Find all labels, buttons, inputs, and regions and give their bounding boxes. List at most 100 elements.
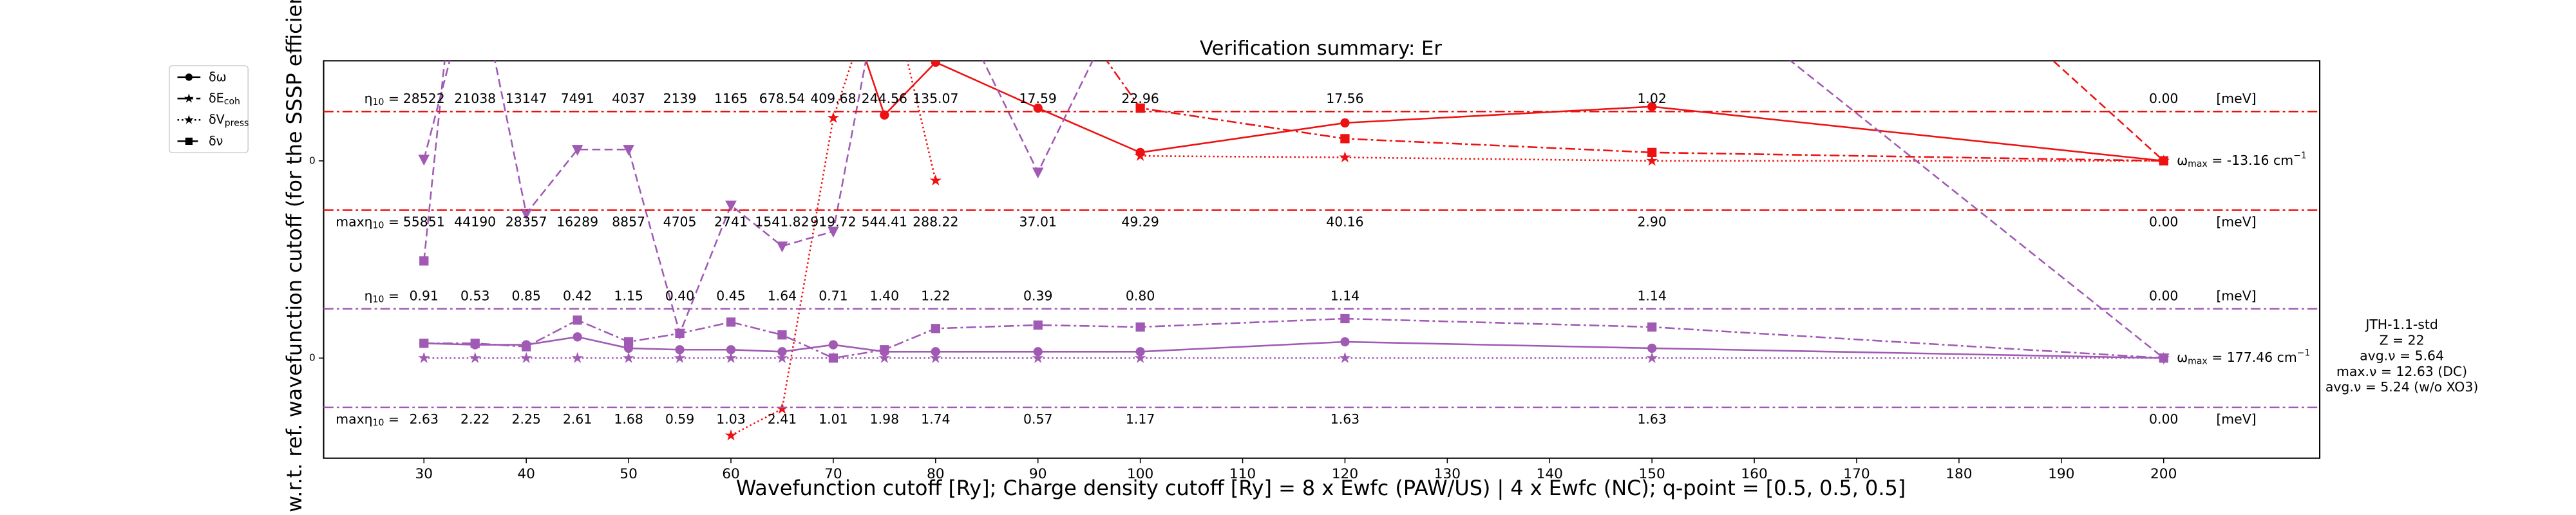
row-value: 0.00 xyxy=(2149,411,2178,427)
omega-sup: −1 xyxy=(2293,151,2307,161)
row-value: 1.40 xyxy=(870,288,899,304)
marker xyxy=(878,351,891,364)
marker xyxy=(931,324,940,333)
series-line xyxy=(1106,61,2164,162)
legend-name: δω xyxy=(209,69,227,84)
row-label-symbol: η xyxy=(365,91,373,106)
row-value: 7491 xyxy=(561,91,594,106)
marker xyxy=(419,256,429,266)
marker xyxy=(623,145,634,156)
row-value: 17.56 xyxy=(1326,91,1363,106)
x-tick-label: 160 xyxy=(1741,466,1767,482)
marker xyxy=(573,332,582,342)
row-value: 0.45 xyxy=(716,288,745,304)
marker xyxy=(623,337,634,347)
row-label-eq: = xyxy=(384,288,399,304)
marker xyxy=(571,145,583,156)
series-line xyxy=(423,61,2164,359)
y-tick-label: 0 xyxy=(309,352,316,364)
marker xyxy=(1134,149,1146,162)
legend-name: δV xyxy=(209,112,225,127)
x-tick-label: 40 xyxy=(517,466,535,482)
marker xyxy=(776,241,788,253)
row-value: 0.42 xyxy=(563,288,592,304)
marker xyxy=(185,73,193,81)
marker xyxy=(1032,351,1044,364)
row-value: 1.14 xyxy=(1331,288,1359,304)
x-tick-label: 90 xyxy=(1029,466,1047,482)
marker xyxy=(470,339,480,348)
marker xyxy=(622,351,635,364)
marker xyxy=(1647,343,1657,353)
series-line xyxy=(424,317,2164,359)
marker xyxy=(1645,351,1658,364)
row-value: 28357 xyxy=(506,214,547,230)
marker xyxy=(184,93,194,103)
row-label-eq: = xyxy=(384,91,399,106)
row-value: 13147 xyxy=(506,91,547,106)
marker xyxy=(1033,320,1043,330)
marker xyxy=(777,330,787,340)
row-value: 17.59 xyxy=(1019,91,1057,106)
marker xyxy=(1135,322,1145,332)
row-value: 1.17 xyxy=(1126,411,1155,427)
omega-sup: −1 xyxy=(2297,348,2311,359)
x-tick-label: 130 xyxy=(1434,466,1461,482)
x-tick-label: 180 xyxy=(1946,466,1972,482)
row-value: 0.57 xyxy=(1023,411,1052,427)
marker xyxy=(880,110,889,120)
row-value: 2.63 xyxy=(410,411,439,427)
series-line xyxy=(730,61,2164,436)
omega-sub: max xyxy=(2188,159,2208,169)
x-axis-label: Wavefunction cutoff [Ry]; Charge density… xyxy=(736,476,1906,500)
omega-sub: max xyxy=(2188,356,2208,366)
row-label: maxη10 = xyxy=(336,214,399,231)
chart-title: Verification summary: Er xyxy=(1200,37,1442,60)
row-value: 1.03 xyxy=(716,411,745,427)
x-tick-label: 50 xyxy=(620,466,638,482)
row-value: 244.56 xyxy=(862,91,907,106)
info-line: avg.ν = 5.64 xyxy=(2360,348,2444,364)
row-value: 1.01 xyxy=(819,411,848,427)
info-line: JTH-1.1-std xyxy=(2364,317,2438,332)
legend-sub: press xyxy=(225,118,249,128)
row-label-eq: = xyxy=(384,214,399,230)
marker xyxy=(776,351,788,364)
row-label: η10 = xyxy=(365,91,399,108)
info-line: Z = 22 xyxy=(2380,332,2425,348)
marker xyxy=(827,111,840,124)
row-value: 0.91 xyxy=(410,288,439,304)
marker xyxy=(931,61,940,67)
x-tick-label: 150 xyxy=(1638,466,1665,482)
marker xyxy=(1647,322,1657,332)
row-value: 2741 xyxy=(714,214,748,230)
marker xyxy=(418,351,430,364)
marker xyxy=(571,351,583,364)
row-label-symbol: maxη xyxy=(336,214,372,230)
x-tick-label: 70 xyxy=(824,466,842,482)
marker xyxy=(419,339,429,348)
y-axis-label: w.r.t. ref. wavefunction cutoff (for the… xyxy=(282,0,307,512)
row-value: 1.14 xyxy=(1637,288,1666,304)
series-line xyxy=(2052,61,2164,162)
row-value: 0.40 xyxy=(665,288,694,304)
omega-text: = 177.46 cm xyxy=(2208,350,2297,365)
marker xyxy=(1340,337,1350,347)
row-value: 1.98 xyxy=(870,411,899,427)
row-value: 4705 xyxy=(663,214,697,230)
legend-label: δVpress xyxy=(209,112,249,129)
row-value: 55851 xyxy=(403,214,445,230)
omega-label: ωmax = 177.46 cm−1 xyxy=(2177,348,2310,367)
row-unit: [meV] xyxy=(2216,288,2256,304)
x-tick-label: 80 xyxy=(927,466,945,482)
row-value: 2.22 xyxy=(460,411,489,427)
row-value: 0.71 xyxy=(819,288,848,304)
row-label-sub: 10 xyxy=(373,221,384,231)
row-value: 4037 xyxy=(612,91,645,106)
row-value: 1.63 xyxy=(1331,411,1359,427)
legend-label: δω xyxy=(209,69,227,84)
marker xyxy=(1339,351,1351,364)
row-value: 28522 xyxy=(403,91,445,106)
x-tick-label: 110 xyxy=(1229,466,1256,482)
